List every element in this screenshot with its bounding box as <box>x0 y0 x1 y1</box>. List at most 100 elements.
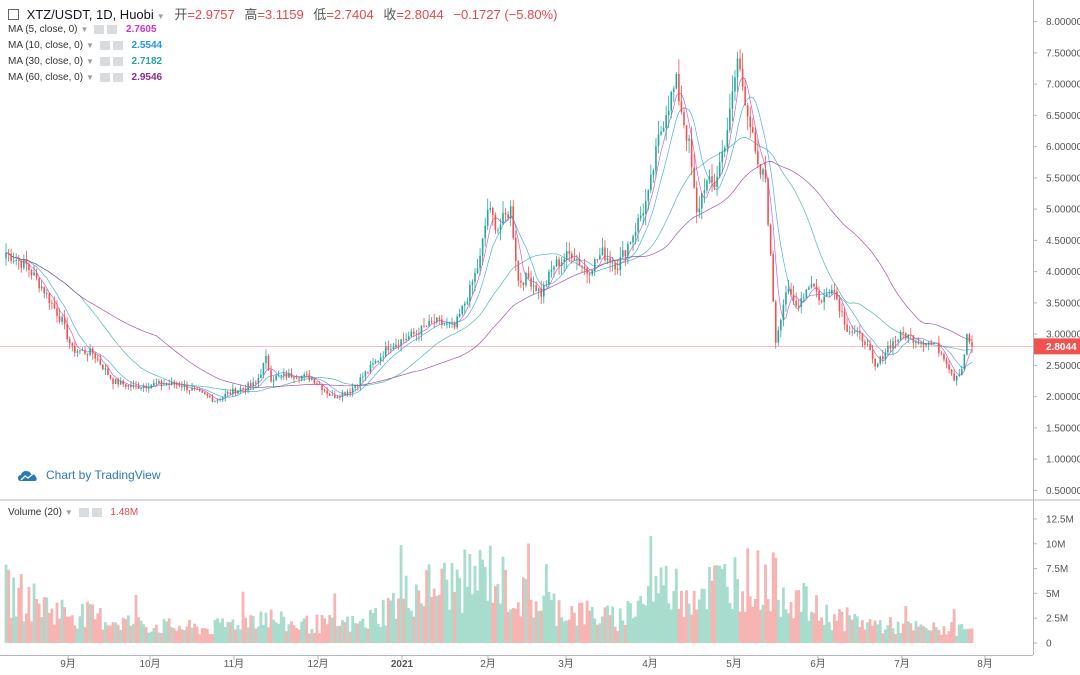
volume-bar <box>807 620 811 643</box>
chevron-down-icon[interactable]: ▼ <box>64 508 73 517</box>
ma-line-30 <box>5 137 973 392</box>
volume-indicator[interactable]: Volume (20) ▼ 1.48M <box>8 507 138 518</box>
candle-body <box>851 331 854 333</box>
chevron-down-icon[interactable]: ▼ <box>86 73 94 82</box>
volume-bar <box>147 632 151 643</box>
candle-body <box>825 293 828 297</box>
volume-bar <box>417 590 421 643</box>
volume-bar <box>616 630 620 643</box>
settings-icon[interactable] <box>94 24 105 34</box>
volume-bar <box>165 621 168 643</box>
volume-bar <box>488 545 492 643</box>
candle-body <box>713 182 716 187</box>
candle-body <box>871 350 874 359</box>
candle-body <box>382 356 385 358</box>
candle-body <box>711 176 713 183</box>
candle-body <box>293 377 295 379</box>
time-tick-label: 11月 <box>224 658 244 670</box>
collapse-icon[interactable] <box>8 9 19 20</box>
chevron-down-icon[interactable]: ▼ <box>156 12 165 21</box>
candle-body <box>874 358 876 367</box>
chevron-down-icon[interactable]: ▼ <box>86 57 94 66</box>
close-icon[interactable] <box>91 507 102 517</box>
volume-bar <box>588 610 592 643</box>
volume-bar <box>608 615 612 643</box>
candle-body <box>581 265 583 267</box>
candle-body <box>107 368 109 376</box>
candle-body <box>262 363 265 375</box>
close-icon[interactable] <box>107 24 118 34</box>
volume-bar <box>776 599 780 643</box>
close-icon[interactable] <box>112 40 123 50</box>
candle-body <box>507 214 509 219</box>
settings-icon[interactable] <box>99 40 110 50</box>
candle-body <box>772 254 774 302</box>
time-tick-label: 7月 <box>894 658 910 670</box>
volume-bar <box>761 604 765 643</box>
volume-bar <box>621 620 625 643</box>
candle-body <box>221 396 224 400</box>
chevron-down-icon[interactable]: ▼ <box>86 41 94 50</box>
settings-icon[interactable] <box>99 72 110 82</box>
volume-bar <box>139 620 143 643</box>
close-icon[interactable] <box>112 56 123 66</box>
volume-bar <box>659 567 663 643</box>
volume-bar <box>848 615 852 643</box>
price-tick-label: 5.50000 <box>1046 173 1080 184</box>
volume-bar <box>448 609 451 643</box>
candle-body <box>397 344 400 346</box>
candle-body <box>555 259 558 267</box>
candle-body <box>800 298 803 307</box>
candle-body <box>848 331 851 333</box>
indicator-ma10[interactable]: MA (10, close, 0) ▼ 2.5544 <box>8 40 162 51</box>
candle-body <box>232 388 234 395</box>
volume-bar <box>927 630 931 643</box>
candles <box>5 49 973 404</box>
candle-body <box>701 193 703 209</box>
volume-bar <box>437 594 441 643</box>
candle-body <box>305 374 308 376</box>
candle-body <box>910 334 912 336</box>
volume-bar <box>601 616 604 643</box>
candle-body <box>68 339 71 344</box>
volume-bar <box>132 623 135 643</box>
volume-bar <box>119 629 123 643</box>
candle-body <box>680 101 683 113</box>
close-icon[interactable] <box>112 72 123 82</box>
candle-body <box>326 390 328 394</box>
indicator-ma30[interactable]: MA (30, close, 0) ▼ 2.7182 <box>8 56 162 67</box>
volume-bar <box>883 629 887 643</box>
volume-bar <box>414 584 418 643</box>
price-tick-label: 0.50000 <box>1046 486 1080 497</box>
candle-body <box>84 349 86 354</box>
candle-body <box>446 323 448 325</box>
candle-body <box>823 296 825 302</box>
candle-body <box>537 288 540 291</box>
settings-icon[interactable] <box>78 507 89 517</box>
candle-body <box>349 391 351 393</box>
volume-bar <box>830 630 834 643</box>
candle-body <box>91 348 94 354</box>
candle-body <box>438 317 441 320</box>
volume-bar <box>22 621 26 643</box>
candle-body <box>351 387 354 393</box>
settings-icon[interactable] <box>99 56 110 66</box>
volume-bar <box>116 624 120 643</box>
volume-bar <box>223 626 227 643</box>
volume-bar <box>228 622 232 643</box>
candle-body <box>165 384 168 385</box>
chevron-down-icon[interactable]: ▼ <box>80 25 89 34</box>
indicator-ma60[interactable]: MA (60, close, 0) ▼ 2.9546 <box>8 72 162 83</box>
candle-body <box>318 384 321 385</box>
candle-body <box>792 294 795 301</box>
volume-bar <box>310 629 314 643</box>
volume-bar <box>27 586 31 643</box>
candle-body <box>881 356 884 360</box>
symbol-title[interactable]: XTZ/USDT, 1D, Huobi <box>26 7 154 22</box>
tradingview-branding[interactable]: Chart by TradingView <box>18 468 161 482</box>
indicator-ma5[interactable]: MA (5, close, 0) ▼ 2.7605 <box>8 24 157 35</box>
candle-body <box>889 345 892 349</box>
candle-body <box>451 323 453 324</box>
candle-body <box>474 272 476 282</box>
